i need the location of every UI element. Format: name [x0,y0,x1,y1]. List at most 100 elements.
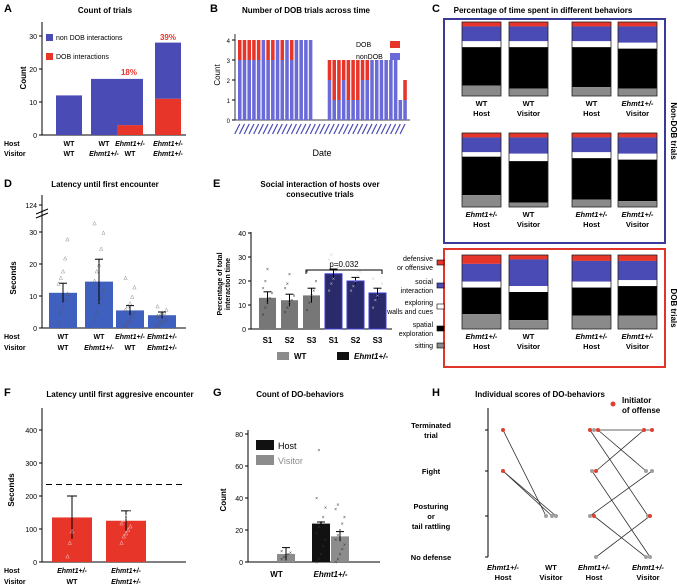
data-point: × [270,291,273,297]
data-point: × [339,552,342,558]
bar-dob [266,40,270,60]
data-point: × [288,301,291,307]
stack-outline [508,254,549,330]
data-point: △ [120,540,124,546]
data-point: △ [126,320,130,326]
date-tick-label [286,123,293,135]
x-label-visitor: WT [125,345,137,352]
data-point: × [320,520,323,526]
stack-segment [572,87,611,96]
stack-outline [508,132,549,208]
stack-segment [618,315,657,329]
stack-segment [462,85,501,96]
stack-segment [462,47,501,86]
data-point: × [334,269,337,275]
x-tick-label: S2 [351,336,361,345]
date-tick-label [253,123,260,135]
y-level-label-line: Terminated [411,421,451,430]
stack-outline [571,132,612,208]
panel-title: Individual scores of DO-behaviors [475,390,605,399]
data-point: × [314,279,317,285]
x-label-role: Host [495,573,512,582]
data-point: × [328,257,331,263]
bar-dob [360,60,365,80]
x-label-genotype: Ehmt1+/- [487,563,519,572]
initiator-point [642,428,646,432]
connector-line [589,429,649,517]
stack-label-role: Host [583,342,600,351]
data-point: × [310,293,313,299]
legend-swatch-nondob [46,34,53,41]
data-point: × [336,533,339,539]
y-tick-label: 0 [227,119,231,125]
y-axis-label: Count [19,66,28,89]
data-point: △ [130,313,134,319]
legend-label-line: social [415,279,433,286]
bar-nondob [365,80,370,120]
stack-segment [462,156,501,196]
data-point: △ [61,268,65,274]
date-tick-label [276,123,283,135]
data-point: △ [65,291,69,297]
data-point: △ [120,502,124,508]
data-point: △ [158,313,162,319]
data-point: △ [97,262,101,268]
bar-nondob [389,60,393,120]
stack-label-genotype: Ehmt1+/- [576,332,608,341]
panel-title: Latency until first aggresive encounter [46,390,193,399]
y-level-label-line: or [427,512,435,521]
bar-dob [256,40,261,60]
legend-label-line: sitting [415,343,433,350]
panel-c: C Percentage of time spent in different … [386,3,677,368]
connector-line [589,470,653,517]
data-point: △ [124,514,128,520]
stack-segment [618,153,657,160]
stack-segment [462,281,501,288]
stack-segment [509,292,548,321]
x-tick-label: S2 [285,336,295,345]
bar-nondob [275,40,280,120]
x-label-visitor: Ehmt1+/- [147,345,177,352]
data-point: × [280,557,283,563]
data-point: △ [132,310,136,316]
stack-label-genotype: WT [523,99,535,108]
x-label-genotype: Ehmt1+/- [578,563,610,572]
data-point: × [308,301,311,307]
data-point: × [354,279,357,285]
y-axis-label: Seconds [7,473,16,507]
legend-label: nonDOB [356,54,383,61]
date-tick-label [328,123,335,135]
panel-letter: E [213,178,220,190]
date-tick-label [319,123,326,135]
legend-swatch [436,259,445,266]
bar-dob [289,40,294,60]
data-point: △ [128,524,132,530]
stack-segment [618,26,657,43]
x-label-visitor: WT [58,345,70,352]
data-point: △ [68,540,72,546]
y-tick-label: 80 [235,432,243,439]
stack-segment [618,201,657,207]
bar-dob [327,60,332,80]
legend-initiator-dot [610,401,616,407]
score-point [644,555,648,559]
bar-dob [346,60,351,100]
data-point: △ [61,304,65,310]
bar [148,315,176,328]
stack-segment [462,152,501,157]
date-tick-label [300,123,307,135]
x-label-host: WT [94,334,106,341]
bar-nondob [337,100,341,120]
data-point: × [289,550,292,556]
data-point: × [288,272,291,278]
x-axis-label: Date [312,148,331,158]
stack-label-role: Visitor [626,342,649,351]
stack-segment [572,133,611,138]
bar-nondob [261,40,266,120]
data-point: △ [160,310,164,316]
data-point: × [334,560,337,566]
y-tick-label: 100 [25,527,37,534]
data-point: △ [156,323,160,329]
y-level-label: Fight [422,467,441,476]
bar-nondob [393,60,398,120]
